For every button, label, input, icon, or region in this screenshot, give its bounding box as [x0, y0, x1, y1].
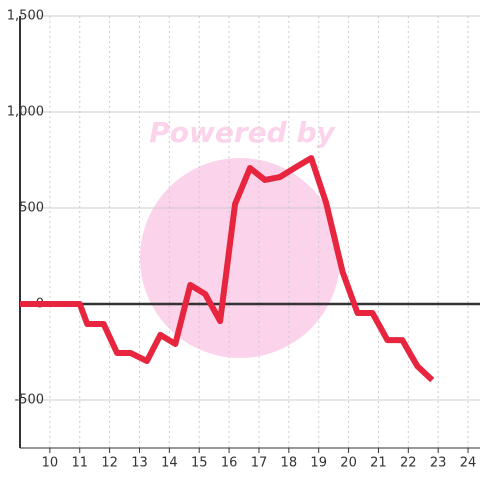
x-tick-label: 24: [460, 456, 477, 471]
x-tick-label: 16: [221, 456, 238, 471]
x-tick-label: 11: [71, 456, 88, 471]
x-tick-label: 21: [370, 456, 387, 471]
data-line: [20, 155, 435, 383]
y-tick-label: 500: [19, 201, 44, 216]
x-tick-label: 12: [101, 456, 118, 471]
y-tick-label: 1,000: [7, 105, 44, 120]
x-tick-label: 17: [251, 456, 268, 471]
x-tick-label: 18: [281, 456, 298, 471]
x-tick-label: 23: [430, 456, 447, 471]
x-tick-label: 19: [310, 456, 327, 471]
y-tick-label: -500: [14, 393, 44, 408]
x-tick-label: 22: [400, 456, 417, 471]
watermark: Powered by: [149, 116, 336, 149]
x-tick-label: 10: [42, 456, 59, 471]
x-tick-label: 15: [191, 456, 208, 471]
y-tick-label: 1,500: [7, 9, 44, 24]
x-tick-label: 14: [161, 456, 178, 471]
x-tick-label: 20: [340, 456, 357, 471]
x-tick-label: 13: [131, 456, 148, 471]
